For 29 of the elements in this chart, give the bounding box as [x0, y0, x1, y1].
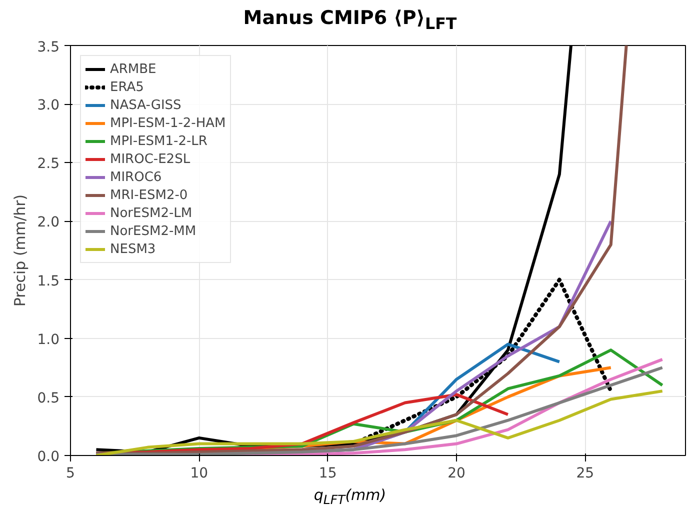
y-tick-label: 1.0: [37, 332, 60, 348]
line-series: [94, 390, 664, 456]
legend-label: NorESM2-LM: [110, 204, 192, 222]
x-tick-label: 15: [318, 466, 337, 482]
y-tick-label: 2.5: [37, 156, 60, 172]
legend-label: NASA-GISS: [110, 96, 182, 114]
legend-label: MRI-ESM2-0: [110, 186, 188, 204]
chart-title: Manus CMIP6 ⟨P⟩$_{LFT}$: [243, 6, 457, 35]
y-axis-title: Precip (mm/hr): [11, 194, 30, 307]
legend-label: MIROC-E2SL: [110, 150, 190, 168]
legend-label: NESM3: [110, 240, 156, 258]
x-tick-label: 25: [576, 466, 594, 482]
y-tick-label: 2.0: [37, 214, 60, 231]
y-tick-label: 3.5: [37, 40, 60, 56]
y-tick-label: 0.0: [37, 449, 60, 465]
line-series: [94, 366, 664, 456]
legend-label: ARMBE: [110, 60, 156, 78]
y-tick-label: 1.5: [37, 273, 60, 290]
y-tick-label: 3.0: [37, 98, 60, 114]
legend-label: MIROC6: [110, 168, 162, 186]
legend-label: ERA5: [110, 78, 144, 96]
legend-label: MPI-ESM-1-2-HAM: [110, 114, 226, 132]
x-axis-title: q$_{LFT}$(mm): [314, 485, 386, 509]
legend-label: NorESM2-MM: [110, 222, 196, 240]
y-tick-label: 0.5: [37, 390, 60, 406]
x-tick-label: 10: [190, 466, 208, 482]
legend-label: MPI-ESM1-2-LR: [110, 132, 208, 150]
x-tick-label: 20: [448, 466, 466, 482]
x-tick-label: 5: [66, 466, 75, 482]
